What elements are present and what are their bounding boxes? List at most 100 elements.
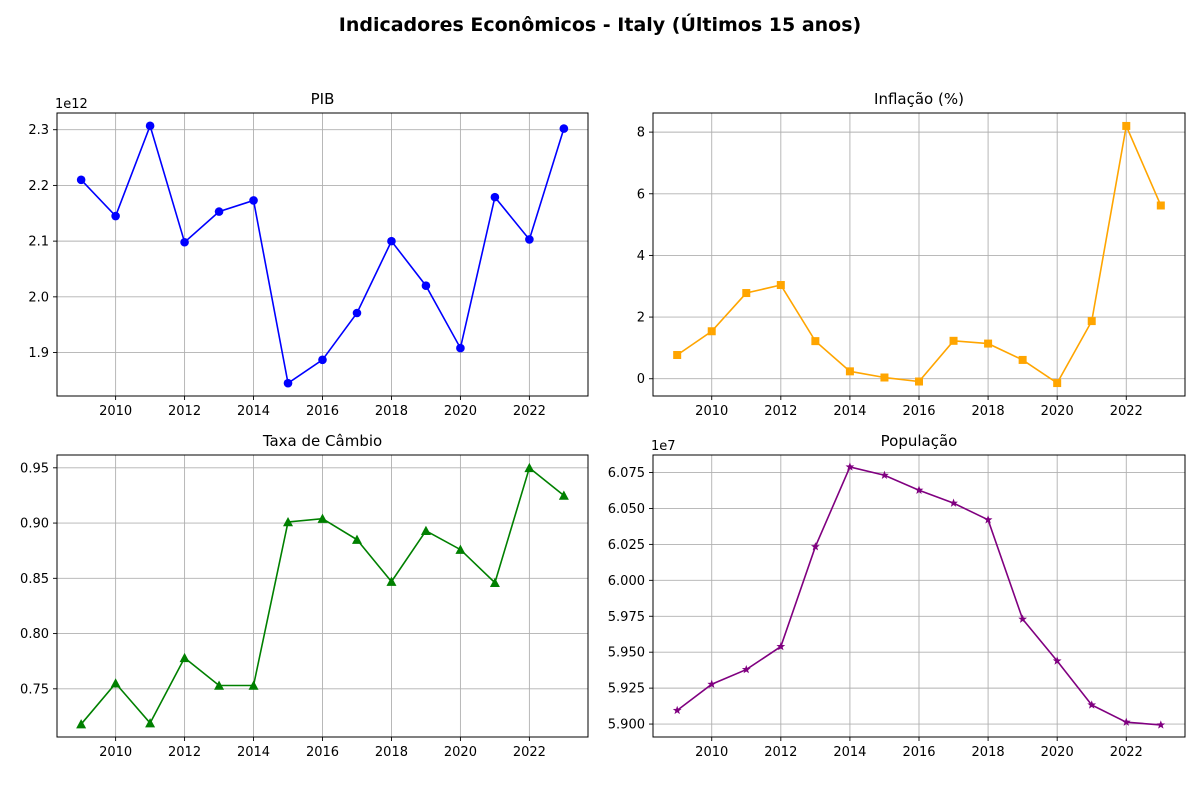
chart-title: PIB xyxy=(311,90,335,108)
data-point xyxy=(1122,121,1131,130)
axes-frame xyxy=(56,454,589,738)
y-tick-label: 0.75 xyxy=(20,682,49,697)
data-point xyxy=(387,236,396,246)
x-tick-label: 2022 xyxy=(513,745,546,760)
data-point xyxy=(214,207,224,216)
x-tick-label: 2010 xyxy=(99,745,132,760)
data-point xyxy=(214,680,225,690)
y-tick-label: 6.000 xyxy=(608,574,645,589)
data-point xyxy=(776,641,786,651)
data-point xyxy=(707,327,716,336)
data-point xyxy=(455,544,466,554)
y-tick-label: 6.025 xyxy=(608,538,645,553)
data-point xyxy=(845,367,854,376)
data-point xyxy=(317,513,328,523)
data-point xyxy=(421,281,431,290)
data-point xyxy=(420,525,431,536)
data-point xyxy=(741,664,751,674)
data-point xyxy=(1087,317,1096,326)
x-tick-label: 2020 xyxy=(444,404,477,419)
x-tick-label: 2010 xyxy=(695,404,728,419)
data-point xyxy=(983,515,993,524)
y-tick-label: 5.950 xyxy=(608,646,645,661)
data-point xyxy=(249,196,258,205)
y-tick-label: 0 xyxy=(637,372,645,387)
data-point xyxy=(707,679,717,688)
axes-frame xyxy=(652,112,1186,397)
axis-offset-text: 1e7 xyxy=(651,439,676,454)
x-tick-label: 2018 xyxy=(972,745,1005,760)
data-point xyxy=(672,705,682,715)
y-tick-label: 8 xyxy=(637,126,645,141)
axes-frame xyxy=(56,112,589,397)
axis-offset-text: 1e12 xyxy=(55,97,88,112)
data-point xyxy=(915,377,923,386)
figure-title: Indicadores Econômicos - Italy (Últimos … xyxy=(338,14,862,36)
data-point xyxy=(1156,720,1166,729)
data-point xyxy=(248,680,259,690)
y-tick-label: 5.900 xyxy=(608,718,645,733)
data-point xyxy=(880,373,889,382)
x-tick-label: 2016 xyxy=(902,745,935,760)
data-point xyxy=(145,718,156,728)
data-point xyxy=(179,652,190,663)
data-point xyxy=(673,350,682,359)
data-point xyxy=(1018,614,1028,623)
data-point xyxy=(558,490,569,500)
data-point xyxy=(742,289,751,298)
y-tick-label: 0.80 xyxy=(20,627,49,642)
data-point xyxy=(880,470,889,479)
chart-panel-3: 2010 2012 2014 2016 2018 2020 2022 0.75 0.80 0.85… xyxy=(20,432,589,760)
data-point xyxy=(318,355,327,365)
x-tick-label: 2012 xyxy=(764,404,797,419)
data-point xyxy=(1121,717,1131,726)
x-tick-label: 2014 xyxy=(237,745,270,760)
x-tick-label: 2012 xyxy=(168,404,201,419)
data-point xyxy=(489,577,500,587)
x-tick-label: 2016 xyxy=(306,404,339,419)
data-point xyxy=(1052,656,1062,665)
y-tick-label: 2.1 xyxy=(28,235,49,250)
y-tick-label: 6.050 xyxy=(608,502,645,517)
data-point xyxy=(110,678,121,688)
x-tick-label: 2014 xyxy=(833,404,866,419)
data-point xyxy=(111,211,120,221)
x-tick-label: 2016 xyxy=(306,745,339,760)
data-point xyxy=(949,336,958,345)
data-point xyxy=(145,121,155,131)
x-tick-label: 2014 xyxy=(833,745,866,760)
x-tick-label: 2010 xyxy=(99,404,132,419)
data-point xyxy=(776,281,785,290)
y-tick-label: 4 xyxy=(637,249,645,264)
data-point xyxy=(283,378,293,388)
y-tick-label: 2.0 xyxy=(28,290,49,305)
y-tick-label: 1.9 xyxy=(28,346,49,361)
data-point xyxy=(1053,379,1062,388)
data-point xyxy=(76,719,87,729)
y-tick-label: 2.3 xyxy=(28,123,49,138)
data-point xyxy=(490,192,500,202)
x-tick-label: 2012 xyxy=(764,745,797,760)
x-tick-label: 2018 xyxy=(375,745,408,760)
data-point xyxy=(949,498,958,507)
axes-frame xyxy=(652,454,1186,738)
data-point xyxy=(1018,355,1027,364)
data-point xyxy=(1087,700,1097,709)
y-tick-label: 5.925 xyxy=(608,682,645,697)
x-tick-label: 2022 xyxy=(1110,745,1143,760)
x-tick-label: 2020 xyxy=(1041,745,1074,760)
x-tick-label: 2020 xyxy=(1041,404,1074,419)
data-point xyxy=(810,542,820,551)
data-point xyxy=(811,337,820,346)
chart-panel-4: 2010 2012 2014 2016 2018 2020 2022 5.900 5.925 5.… xyxy=(608,432,1186,760)
x-tick-label: 2018 xyxy=(972,404,1005,419)
data-point xyxy=(914,485,924,494)
y-tick-label: 0.85 xyxy=(20,572,49,587)
y-tick-label: 2 xyxy=(637,311,645,326)
data-point xyxy=(456,343,465,353)
x-tick-label: 2016 xyxy=(902,404,935,419)
data-point xyxy=(559,124,569,133)
data-point xyxy=(283,516,294,527)
chart-title: Taxa de Câmbio xyxy=(262,432,382,450)
data-point xyxy=(524,462,535,473)
